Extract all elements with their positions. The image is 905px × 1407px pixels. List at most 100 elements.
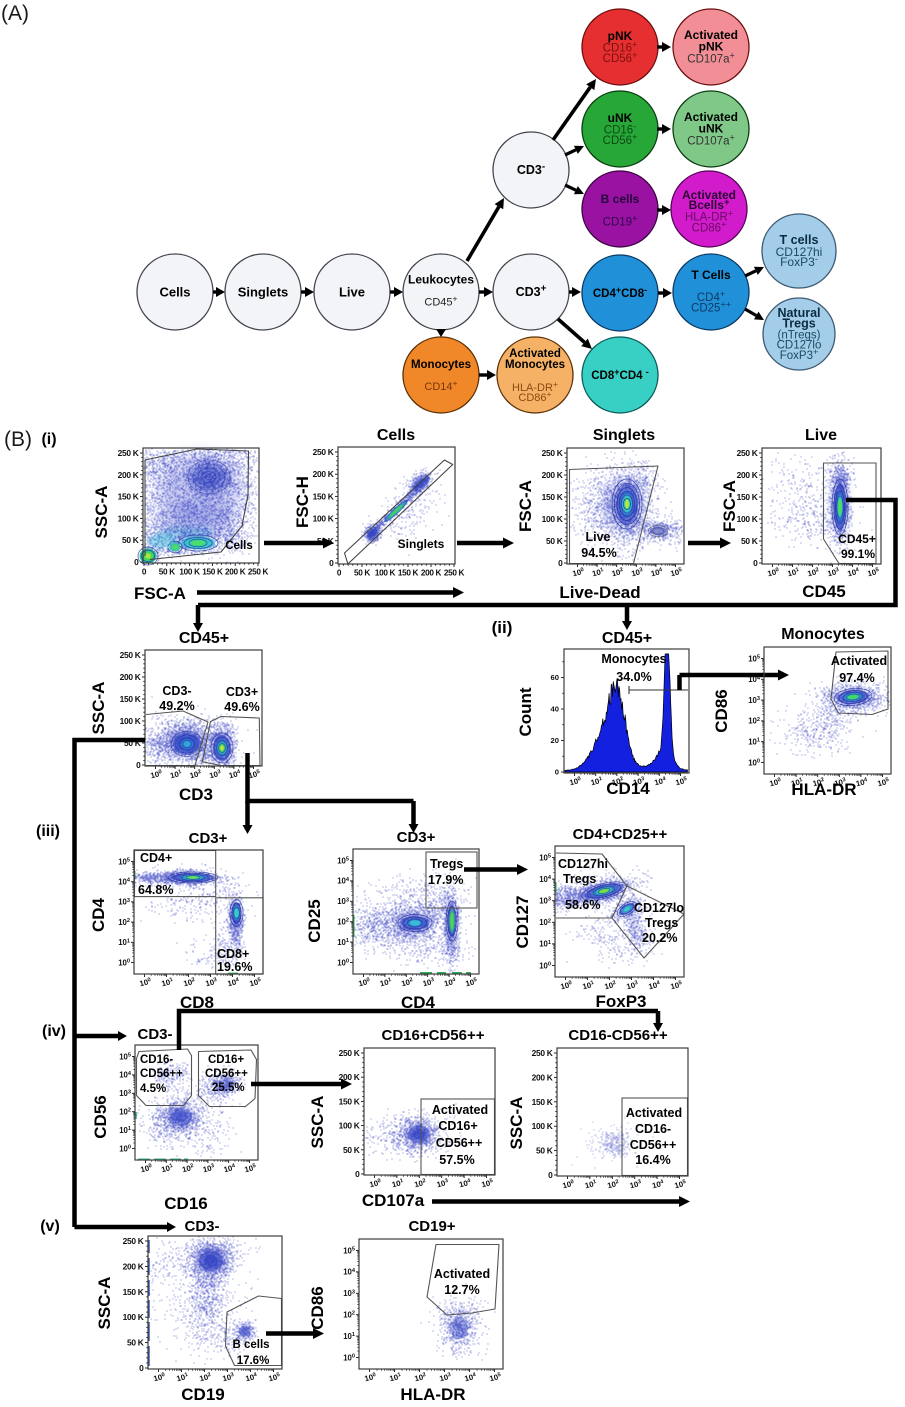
svg-text:101: 101 <box>343 1332 355 1341</box>
svg-text:103: 103 <box>629 1179 643 1191</box>
svg-text:CD56++: CD56++ <box>205 1068 248 1080</box>
svg-text:103: 103 <box>118 898 130 907</box>
svg-text:20.2%: 20.2% <box>642 931 677 945</box>
svg-text:102: 102 <box>812 777 826 789</box>
svg-text:CD4+: CD4+ <box>140 851 172 865</box>
svg-text:HLA-DR: HLA-DR <box>791 780 856 799</box>
svg-text:105: 105 <box>465 977 479 989</box>
svg-text:CD16-CD56++: CD16-CD56++ <box>568 1027 667 1044</box>
svg-text:104: 104 <box>653 776 667 788</box>
svg-text:150 K: 150 K <box>202 568 223 577</box>
svg-text:Natural: Natural <box>777 306 820 320</box>
svg-text:CD127lo: CD127lo <box>777 340 822 352</box>
svg-text:CD45: CD45 <box>802 582 845 601</box>
svg-text:CD3-: CD3- <box>137 1026 172 1043</box>
svg-text:Leukocytes: Leukocytes <box>408 273 474 287</box>
svg-text:FoxP3-: FoxP3- <box>780 253 818 269</box>
svg-text:CD14+: CD14+ <box>424 378 457 393</box>
svg-text:Activated: Activated <box>831 654 887 668</box>
svg-text:103: 103 <box>827 567 841 579</box>
svg-text:103: 103 <box>626 980 640 992</box>
svg-text:SSC-A: SSC-A <box>308 1096 327 1149</box>
svg-text:CD25: CD25 <box>305 899 324 942</box>
svg-text:CD4: CD4 <box>401 993 436 1012</box>
svg-text:100: 100 <box>364 1372 378 1384</box>
svg-text:CD8+CD4 -: CD8+CD4 - <box>591 367 648 382</box>
svg-text:CD19+: CD19+ <box>408 1218 455 1235</box>
svg-text:Cells: Cells <box>159 285 190 300</box>
svg-text:100 K: 100 K <box>123 1312 144 1322</box>
svg-text:101: 101 <box>391 1178 405 1190</box>
svg-text:102: 102 <box>189 769 203 781</box>
svg-text:101: 101 <box>787 567 801 579</box>
svg-text:150 K: 150 K <box>398 569 419 578</box>
svg-text:CD3+: CD3+ <box>226 685 258 699</box>
svg-text:Monocytes: Monocytes <box>411 359 471 371</box>
svg-text:CD14: CD14 <box>606 779 650 798</box>
svg-text:58.6%: 58.6% <box>565 898 600 912</box>
svg-text:102: 102 <box>414 1372 428 1384</box>
svg-text:Activated: Activated <box>434 1267 490 1281</box>
svg-text:101: 101 <box>161 977 175 989</box>
svg-text:100 K: 100 K <box>339 1121 360 1131</box>
svg-text:101: 101 <box>582 980 596 992</box>
svg-text:FSC-H: FSC-H <box>293 476 312 528</box>
svg-text:Tregs: Tregs <box>563 872 596 886</box>
svg-text:150 K: 150 K <box>120 694 141 704</box>
svg-text:50 K: 50 K <box>354 569 370 578</box>
svg-text:CD45+: CD45+ <box>424 294 457 309</box>
svg-text:103: 103 <box>222 1372 236 1384</box>
svg-text:101: 101 <box>119 1126 131 1135</box>
svg-text:103: 103 <box>343 1289 355 1298</box>
svg-text:CD107a+: CD107a+ <box>687 51 734 66</box>
svg-text:100 K: 100 K <box>375 569 396 578</box>
svg-text:Tregs: Tregs <box>430 857 463 871</box>
svg-text:FoxP3+: FoxP3+ <box>780 347 819 362</box>
svg-text:Tregs: Tregs <box>782 317 815 331</box>
svg-text:100: 100 <box>153 1372 167 1384</box>
svg-text:CD4+: CD4+ <box>697 289 725 304</box>
svg-text:(B): (B) <box>4 428 32 451</box>
svg-text:103: 103 <box>119 1089 131 1098</box>
svg-text:104: 104 <box>443 977 457 989</box>
svg-text:(nTregs): (nTregs) <box>777 330 820 342</box>
svg-text:CD56++: CD56++ <box>140 1068 183 1080</box>
svg-text:(iii): (iii) <box>36 823 60 840</box>
svg-text:250 K: 250 K <box>120 650 141 660</box>
svg-text:200 K: 200 K <box>118 470 139 480</box>
svg-text:100: 100 <box>343 1353 355 1362</box>
svg-text:250 K: 250 K <box>248 568 269 577</box>
svg-text:17.6%: 17.6% <box>237 1355 270 1367</box>
svg-text:102: 102 <box>611 567 625 579</box>
svg-text:T Cells: T Cells <box>691 268 731 282</box>
svg-text:100: 100 <box>369 1178 383 1190</box>
svg-text:12.7%: 12.7% <box>444 1283 479 1297</box>
svg-text:103: 103 <box>632 776 646 788</box>
svg-text:104: 104 <box>337 877 350 886</box>
svg-text:200 K: 200 K <box>339 1072 360 1082</box>
svg-text:Activated: Activated <box>682 188 736 202</box>
svg-text:CD56+: CD56+ <box>603 50 638 65</box>
svg-text:94.5%: 94.5% <box>581 546 616 560</box>
svg-text:50 K: 50 K <box>536 1146 553 1156</box>
svg-text:CD56++: CD56++ <box>436 1136 483 1150</box>
svg-text:150 K: 150 K <box>532 1097 553 1107</box>
svg-text:40: 40 <box>551 705 559 714</box>
svg-text:Monocytes: Monocytes <box>505 359 565 371</box>
svg-text:102: 102 <box>807 567 821 579</box>
svg-text:97.4%: 97.4% <box>839 671 874 685</box>
svg-text:102: 102 <box>337 918 349 927</box>
svg-text:34.0%: 34.0% <box>616 670 651 684</box>
svg-text:104: 104 <box>227 977 241 989</box>
svg-text:uNK: uNK <box>699 122 724 136</box>
svg-text:CD3+: CD3+ <box>189 830 228 847</box>
svg-text:103: 103 <box>422 977 436 989</box>
svg-text:105: 105 <box>481 1178 495 1190</box>
svg-text:250 K: 250 K <box>532 1048 553 1058</box>
svg-text:CD3-: CD3- <box>184 1218 219 1235</box>
svg-text:60: 60 <box>551 673 559 682</box>
svg-text:105: 105 <box>249 977 263 989</box>
svg-text:150 K: 150 K <box>118 492 139 502</box>
svg-text:(iv): (iv) <box>42 1023 66 1040</box>
svg-text:(A): (A) <box>1 2 29 25</box>
